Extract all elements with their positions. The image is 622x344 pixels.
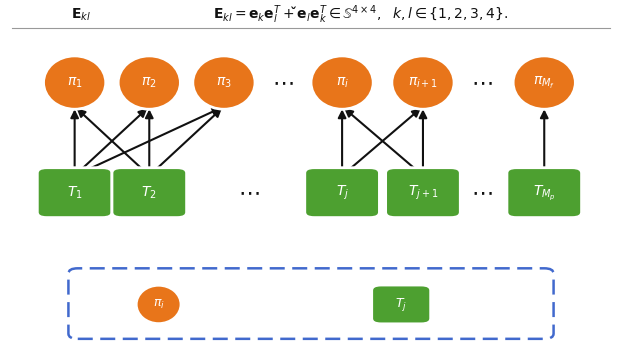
Text: $T_1$: $T_1$ xyxy=(67,184,83,201)
Text: $T_{M_p}$: $T_{M_p}$ xyxy=(533,183,555,202)
FancyBboxPatch shape xyxy=(305,168,379,218)
FancyBboxPatch shape xyxy=(372,285,430,324)
Text: Pose: Pose xyxy=(427,298,465,311)
Text: $\mathbf{E}_{kl} = \mathbf{e}_k\mathbf{e}_l^T + \mathbf{\check{e}}_l\mathbf{e}_k: $\mathbf{E}_{kl} = \mathbf{e}_k\mathbf{e… xyxy=(213,3,508,26)
Ellipse shape xyxy=(118,56,180,109)
Text: $\cdots$: $\cdots$ xyxy=(471,183,493,203)
FancyBboxPatch shape xyxy=(68,268,554,339)
Text: $\pi_i$: $\pi_i$ xyxy=(336,75,348,90)
FancyBboxPatch shape xyxy=(386,168,460,218)
Text: $\pi_3$: $\pi_3$ xyxy=(216,75,232,90)
Text: $\pi_2$: $\pi_2$ xyxy=(141,75,157,90)
Ellipse shape xyxy=(193,56,255,109)
Ellipse shape xyxy=(311,56,373,109)
Text: $\mathbf{E}_{kl}$: $\mathbf{E}_{kl}$ xyxy=(71,6,91,23)
Ellipse shape xyxy=(392,56,454,109)
Text: $\pi_i$: $\pi_i$ xyxy=(152,298,165,311)
FancyBboxPatch shape xyxy=(37,168,112,218)
Text: $T_j$: $T_j$ xyxy=(395,296,407,313)
FancyBboxPatch shape xyxy=(112,168,187,218)
Text: $\pi_1$: $\pi_1$ xyxy=(67,75,83,90)
Text: $\cdots$: $\cdots$ xyxy=(272,73,294,93)
Text: $\pi_{i+1}$: $\pi_{i+1}$ xyxy=(408,75,438,90)
Text: $T_j$: $T_j$ xyxy=(335,183,349,202)
Text: $\pi_{M_f}$: $\pi_{M_f}$ xyxy=(533,75,555,90)
Text: Plane/Edge Feature: Plane/Edge Feature xyxy=(187,298,341,311)
Text: $T_{j+1}$: $T_{j+1}$ xyxy=(408,183,438,202)
Ellipse shape xyxy=(44,56,106,109)
Ellipse shape xyxy=(136,285,181,324)
FancyBboxPatch shape xyxy=(507,168,582,218)
Text: $T_2$: $T_2$ xyxy=(141,184,157,201)
Text: $\cdots$: $\cdots$ xyxy=(238,183,259,203)
Text: $\cdots$: $\cdots$ xyxy=(471,73,493,93)
Ellipse shape xyxy=(513,56,575,109)
